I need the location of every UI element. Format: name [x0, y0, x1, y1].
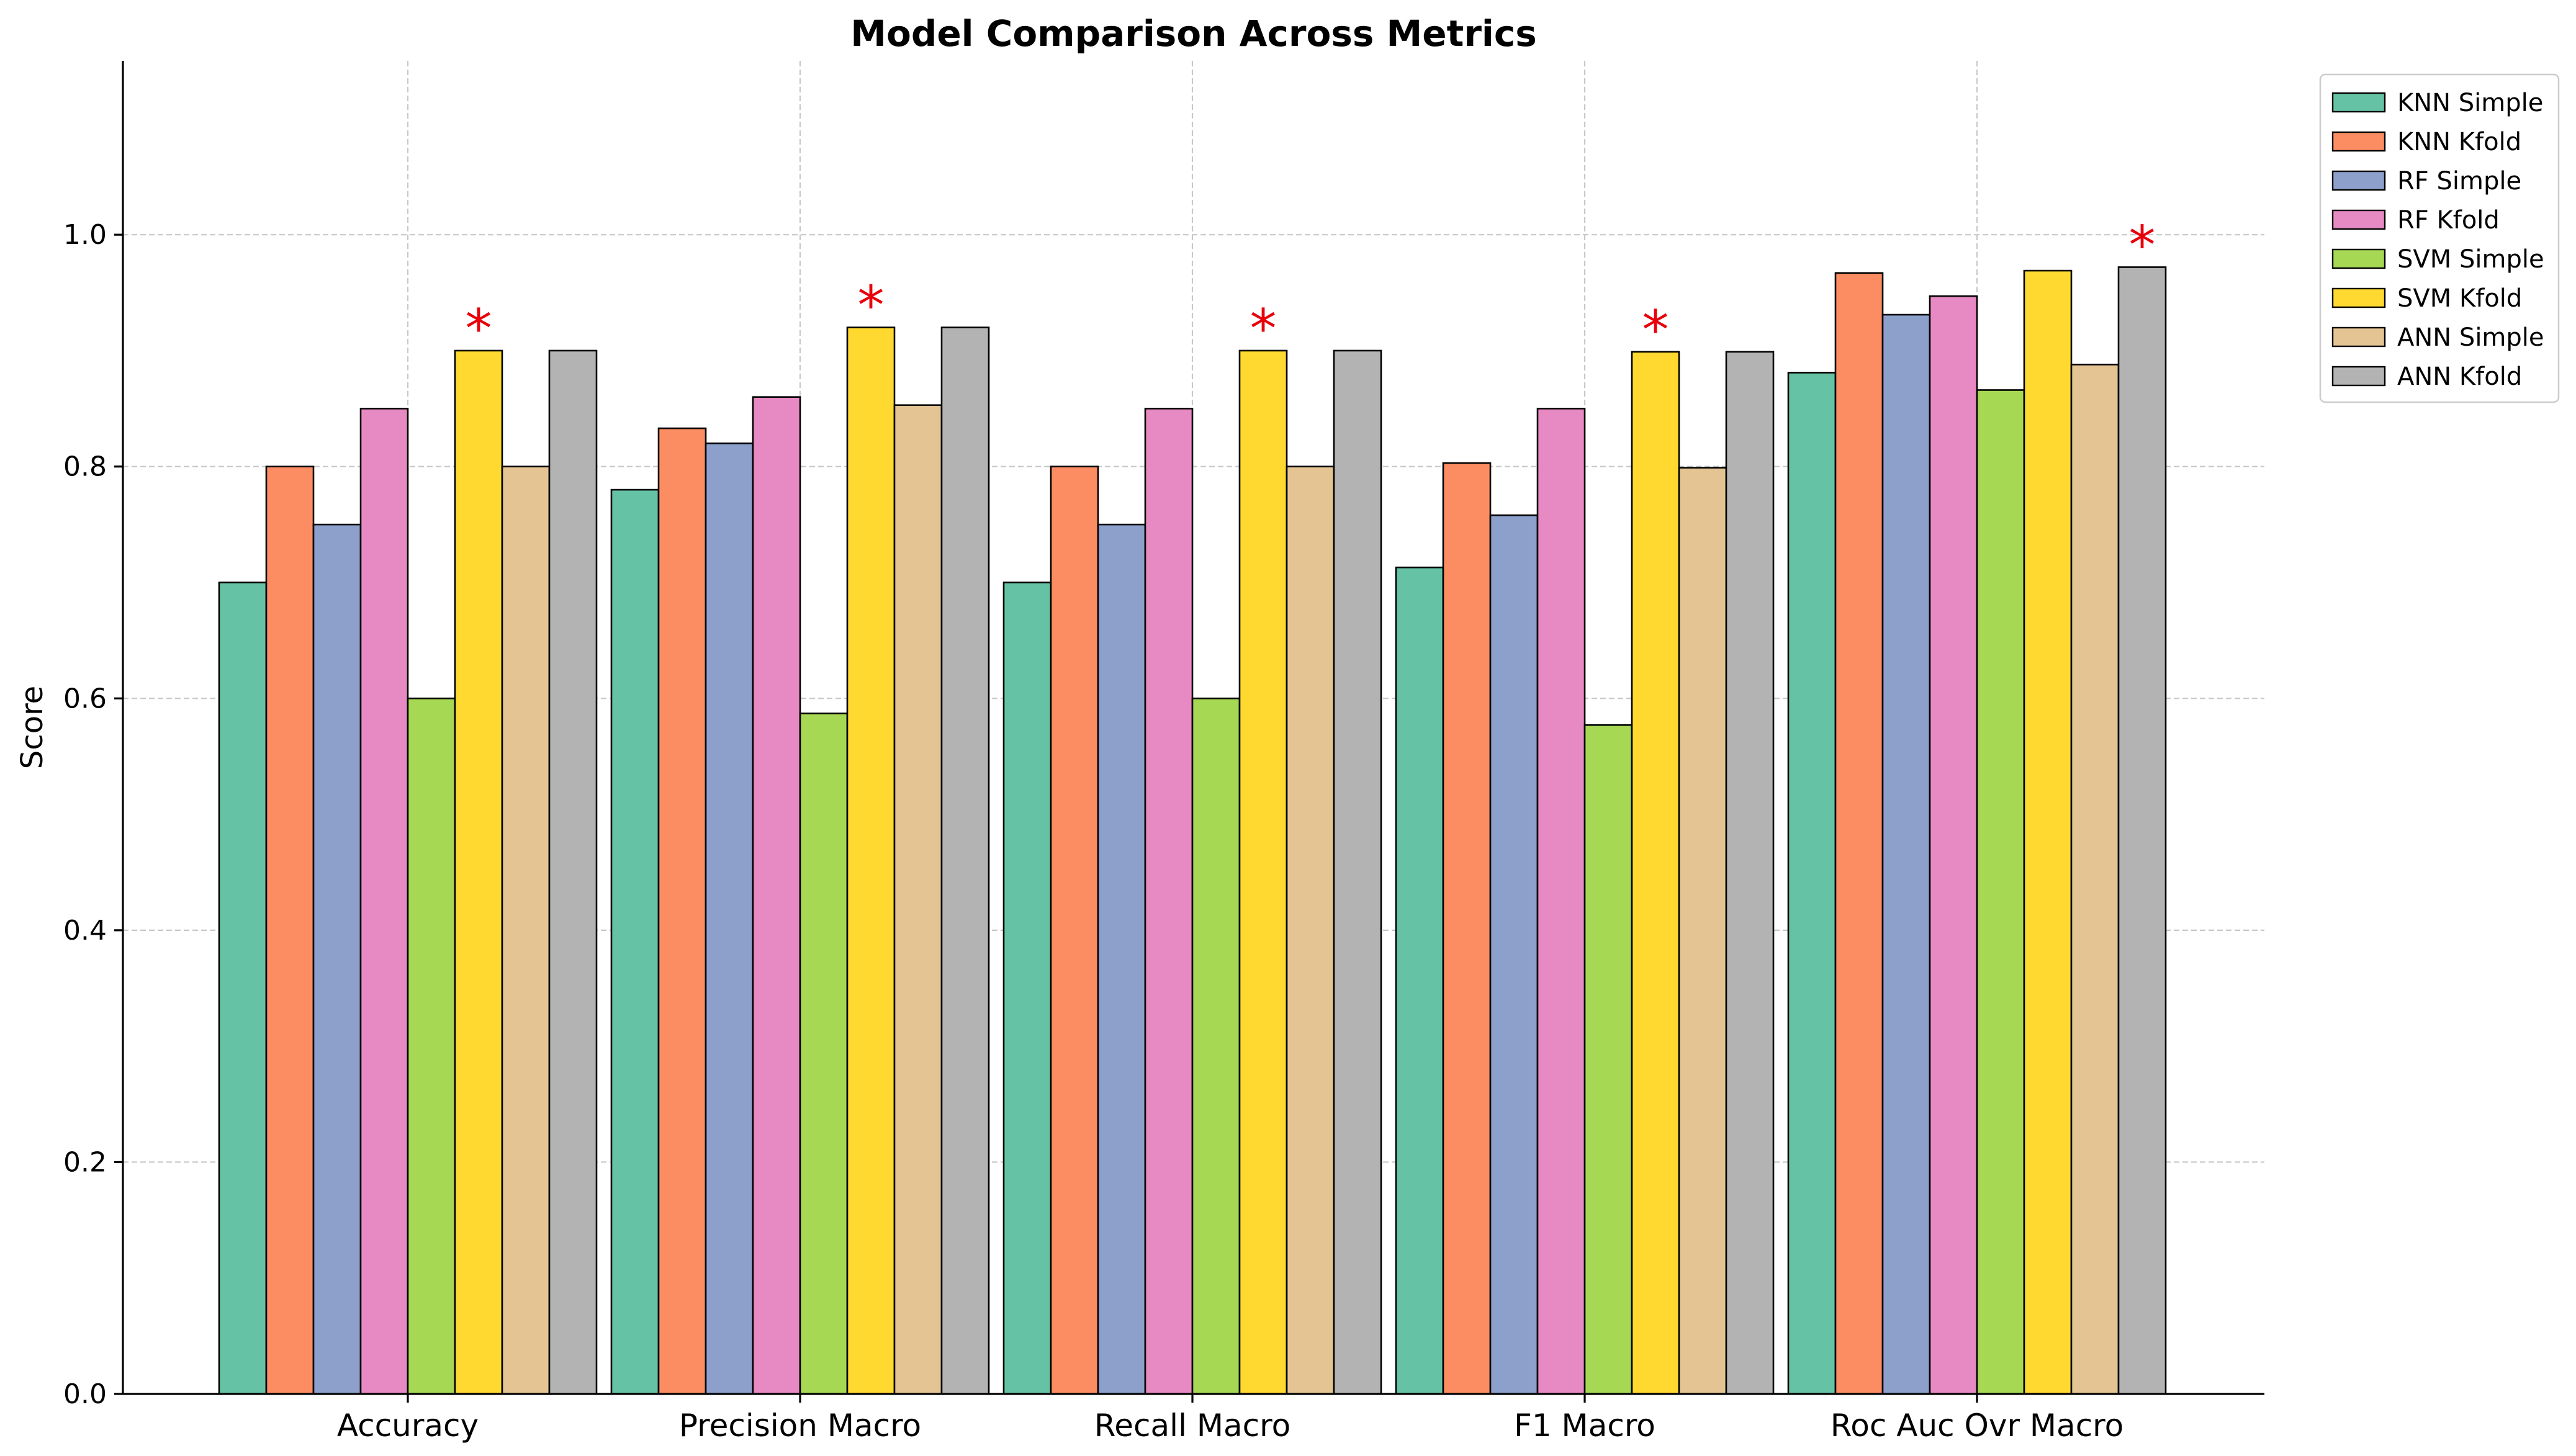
- bar: [1631, 351, 1680, 1395]
- x-tick-label: Accuracy: [337, 1408, 479, 1444]
- bar: [752, 396, 801, 1395]
- bar: [2117, 266, 2167, 1395]
- bar: [1489, 514, 1539, 1395]
- bar: [1678, 467, 1727, 1395]
- y-tick-label: 0.2: [63, 1146, 107, 1178]
- bar: [1238, 349, 1288, 1395]
- legend-label: RF Simple: [2397, 167, 2521, 195]
- bar: [501, 465, 551, 1395]
- bar: [610, 488, 660, 1395]
- x-tick-label: F1 Macro: [1514, 1408, 1655, 1444]
- best-marker: *: [466, 298, 492, 360]
- best-marker: *: [2129, 214, 2156, 276]
- bar: [1834, 272, 1884, 1395]
- bar: [1002, 582, 1052, 1395]
- bar: [1144, 408, 1194, 1395]
- bar: [1976, 389, 2025, 1395]
- bar: [1442, 462, 1492, 1395]
- best-marker: *: [1642, 299, 1669, 361]
- best-markers: * * * * *: [466, 214, 2156, 361]
- legend-label: KNN Kfold: [2397, 128, 2521, 156]
- legend-swatch: [2331, 287, 2386, 308]
- legend-swatch: [2331, 366, 2386, 387]
- bar: [1536, 408, 1586, 1395]
- legend-swatch: [2331, 209, 2386, 230]
- bar: [1191, 698, 1241, 1395]
- bar: [407, 698, 456, 1395]
- bar: [1395, 566, 1444, 1395]
- bar: [799, 712, 849, 1395]
- bar: [1286, 465, 1335, 1395]
- bar: [1929, 295, 1978, 1395]
- y-ticks: 0.0 0.2 0.4 0.6 0.8 1.0: [63, 219, 123, 1410]
- y-axis-label: Score: [15, 686, 50, 769]
- y-tick-label: 0.0: [63, 1378, 107, 1410]
- y-tick-label: 1.0: [63, 219, 107, 251]
- y-tick-label: 0.6: [63, 683, 107, 714]
- bar: [1787, 372, 1837, 1395]
- best-marker: *: [858, 275, 885, 337]
- legend-label: SVM Simple: [2397, 245, 2544, 274]
- bar: [1333, 349, 1382, 1395]
- bars: [218, 266, 2167, 1395]
- bar: [846, 326, 896, 1395]
- bar: [265, 465, 315, 1395]
- x-tick-label: Roc Auc Ovr Macro: [1831, 1408, 2123, 1444]
- legend-frame: [2319, 73, 2560, 403]
- legend-swatch: [2331, 248, 2386, 269]
- legend-label: ANN Simple: [2397, 323, 2544, 352]
- bar: [1725, 351, 1775, 1395]
- x-ticks: Accuracy Precision Macro Recall Macro F1 Ma…: [337, 1394, 2123, 1444]
- bar: [1050, 465, 1099, 1395]
- chart-title: Model Comparison Across Metrics: [850, 12, 1536, 55]
- bar: [940, 326, 990, 1395]
- legend: KNN Simple KNN Kfold RF Simple RF Kfold SVM …: [2319, 73, 2560, 403]
- best-marker: *: [1250, 298, 1277, 360]
- legend-swatch: [2331, 92, 2386, 113]
- y-tick-label: 0.8: [63, 451, 107, 483]
- bar: [218, 582, 268, 1395]
- legend-label: KNN Simple: [2397, 89, 2543, 117]
- bar: [893, 404, 943, 1395]
- axes: [122, 61, 2264, 1395]
- bar: [1881, 313, 1931, 1395]
- legend-label: ANN Kfold: [2397, 362, 2522, 391]
- legend-label: RF Kfold: [2397, 206, 2500, 235]
- legend-swatch: [2331, 170, 2386, 191]
- bar: [1097, 523, 1146, 1395]
- bar: [548, 349, 598, 1395]
- legend-swatch: [2331, 131, 2386, 152]
- legend-swatch: [2331, 326, 2386, 348]
- bar: [2023, 269, 2073, 1395]
- bar: [705, 443, 754, 1395]
- legend-label: SVM Kfold: [2397, 284, 2522, 313]
- bar: [312, 523, 362, 1395]
- bar: [657, 427, 707, 1395]
- bar: [454, 349, 503, 1395]
- bar: [1583, 724, 1633, 1395]
- bar: [2070, 364, 2120, 1395]
- y-tick-label: 0.4: [63, 915, 107, 946]
- x-tick-label: Precision Macro: [679, 1408, 921, 1444]
- bar: [359, 408, 409, 1395]
- x-tick-label: Recall Macro: [1094, 1408, 1290, 1444]
